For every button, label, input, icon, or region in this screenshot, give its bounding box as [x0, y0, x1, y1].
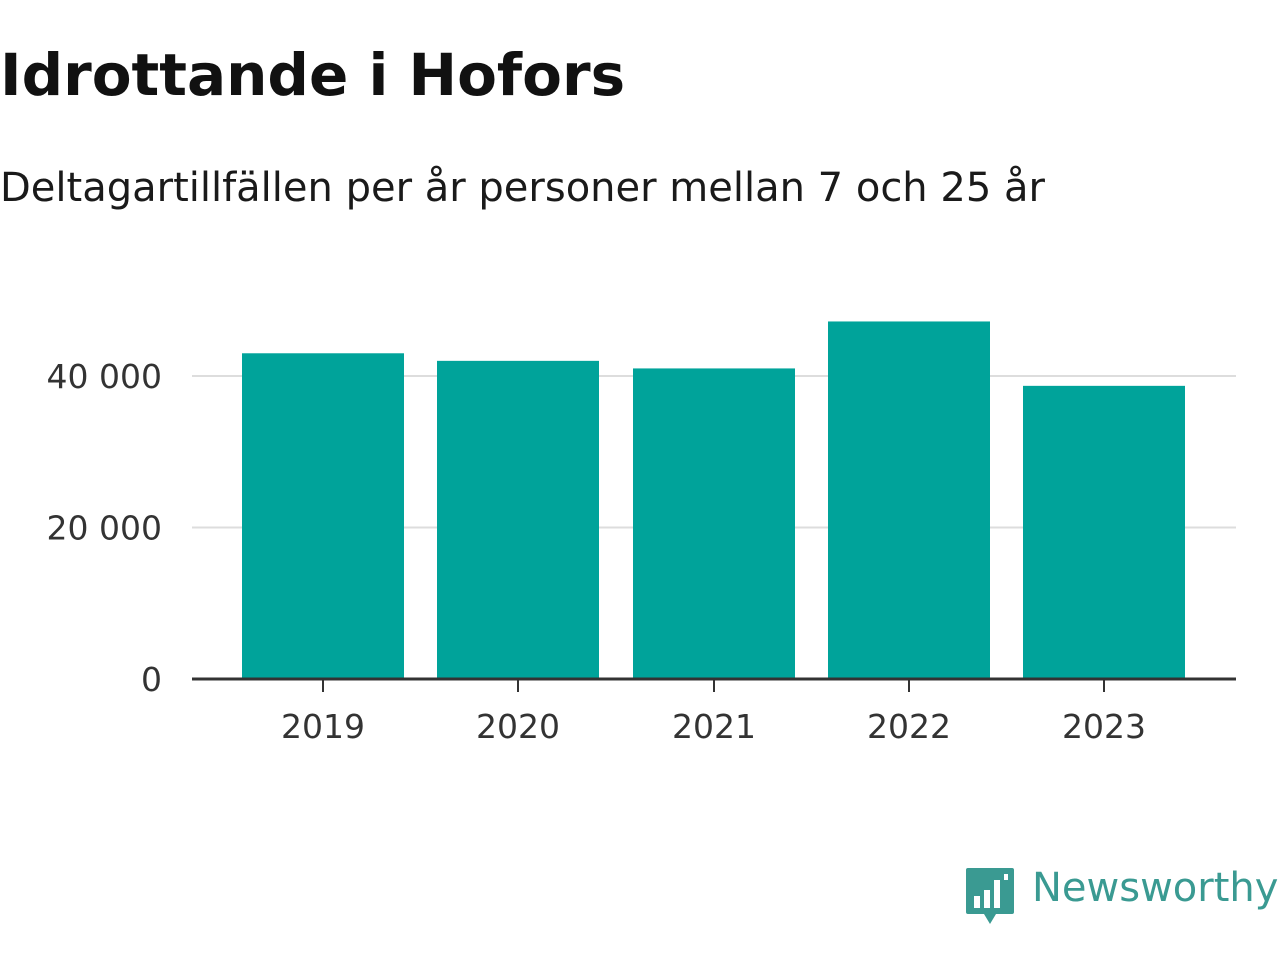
chart-title: Idrottande i Hofors — [0, 41, 626, 109]
chart-subtitle: Deltagartillfällen per år personer mella… — [0, 165, 1045, 211]
y-tick-label-0: 0 — [141, 660, 162, 699]
bar-2023 — [1023, 385, 1185, 679]
bar-2020 — [437, 360, 599, 679]
bar-2019 — [242, 353, 404, 679]
newsworthy-logo: Newsworthy — [964, 862, 1280, 928]
x-tick-label-2023: 2023 — [1062, 707, 1146, 746]
x-tick-label-2022: 2022 — [867, 707, 951, 746]
logo-text: Newsworthy — [1032, 865, 1279, 911]
x-tick-label-2020: 2020 — [476, 707, 560, 746]
bars — [242, 321, 1185, 679]
y-tick-label-20000: 20 000 — [47, 509, 162, 548]
bar-2022 — [828, 321, 990, 679]
x-tick-label-2021: 2021 — [672, 707, 756, 746]
axes — [192, 677, 1236, 692]
x-tick-labels: 2019 2020 2021 2022 2023 — [281, 707, 1146, 746]
x-tick-label-2019: 2019 — [281, 707, 365, 746]
y-tick-labels: 0 20 000 40 000 — [47, 357, 162, 699]
bar-chart-speech-bubble-icon — [966, 868, 1014, 924]
y-tick-label-40000: 40 000 — [47, 357, 162, 396]
bar-2021 — [633, 368, 795, 679]
